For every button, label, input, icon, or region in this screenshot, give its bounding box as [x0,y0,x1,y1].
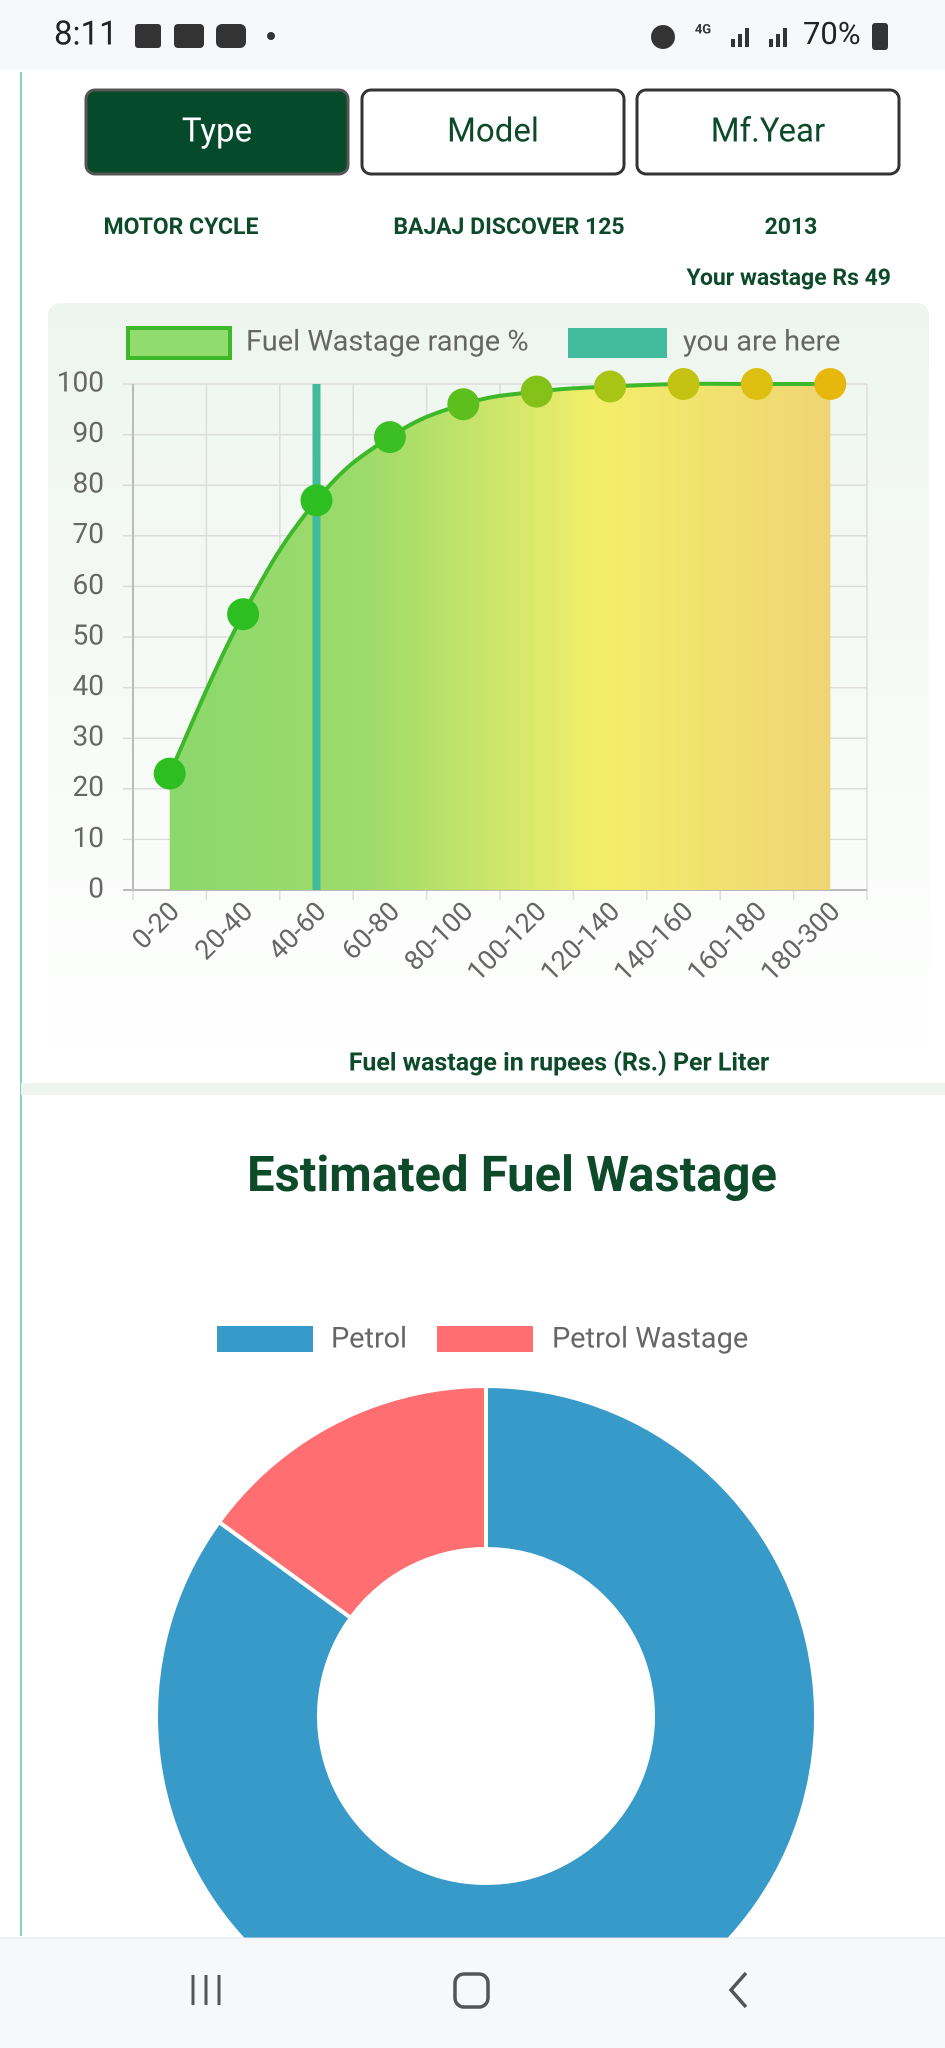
vehicle-year: 2013 [765,213,818,240]
clock: 8:11 [54,15,118,54]
point [740,368,773,400]
legend-label: Fuel Wastage range % [246,325,529,359]
alarm-icon [651,25,675,49]
divider [21,1083,945,1095]
doughnut-chart: Petrol Petrol Wastage [154,1322,818,2048]
tab[interactable] [360,88,626,176]
legend-label: Petrol [331,1322,407,1356]
nav-bar [0,1938,945,2048]
battery-icon [872,23,888,50]
marker-bar [312,384,321,890]
recent-apps-button[interactable] [191,1975,221,2005]
point [447,388,480,421]
dot-icon [267,32,275,40]
home-button[interactable] [453,1972,490,2009]
point [667,368,700,400]
point [594,370,627,403]
tab-label[interactable]: Mf.Year [711,112,825,151]
wastage-amount: Your wastage Rs 49 [686,264,891,291]
vehicle-model: BAJAJ DISCOVER 125 [393,213,624,240]
tab[interactable] [84,88,350,176]
legend-swatch [217,1326,313,1352]
legend-label: Petrol Wastage [552,1322,748,1356]
y-tick-label: 40 [73,669,104,702]
point [300,484,333,517]
point [153,757,186,790]
point [814,368,847,400]
y-tick-label: 90 [73,416,104,449]
y-tick-label: 10 [73,821,104,854]
point [373,421,406,454]
chart-title: Estimated Fuel Wastage [247,1146,777,1203]
doughnut-segment [154,1383,818,2048]
legend-label: you are here [683,325,840,359]
legend-swatch [126,326,232,360]
point [227,598,260,631]
youtube-icon [216,24,246,48]
y-tick-label: 70 [73,517,104,550]
y-tick-label: 20 [73,770,104,803]
area [169,383,831,890]
battery-level: 70% [803,15,861,52]
network-type: 4G [695,22,711,37]
y-tick-label: 80 [73,467,104,500]
vehicle-type: MOTOR CYCLE [104,213,259,240]
tab-label[interactable]: Type [182,112,252,151]
tab-label[interactable]: Model [447,112,539,151]
legend-swatch [437,1326,533,1352]
point [520,375,553,408]
legend-swatch [568,328,667,358]
y-tick-label: 100 [57,365,104,398]
voicemail-icon [174,24,204,48]
y-tick-label: 30 [73,720,104,753]
doughnut-segment [216,1383,488,1621]
back-button[interactable] [728,1971,748,2009]
tab-bar: Type Model Mf.Year [84,88,901,176]
y-tick-label: 60 [73,568,104,601]
tab[interactable] [635,88,901,176]
y-tick-label: 50 [73,618,104,651]
x-axis-title: Fuel wastage in rupees (Rs.) Per Liter [349,1049,769,1078]
y-tick-label: 0 [88,871,104,904]
gallery-icon [135,24,161,48]
signal-icon [731,28,787,47]
